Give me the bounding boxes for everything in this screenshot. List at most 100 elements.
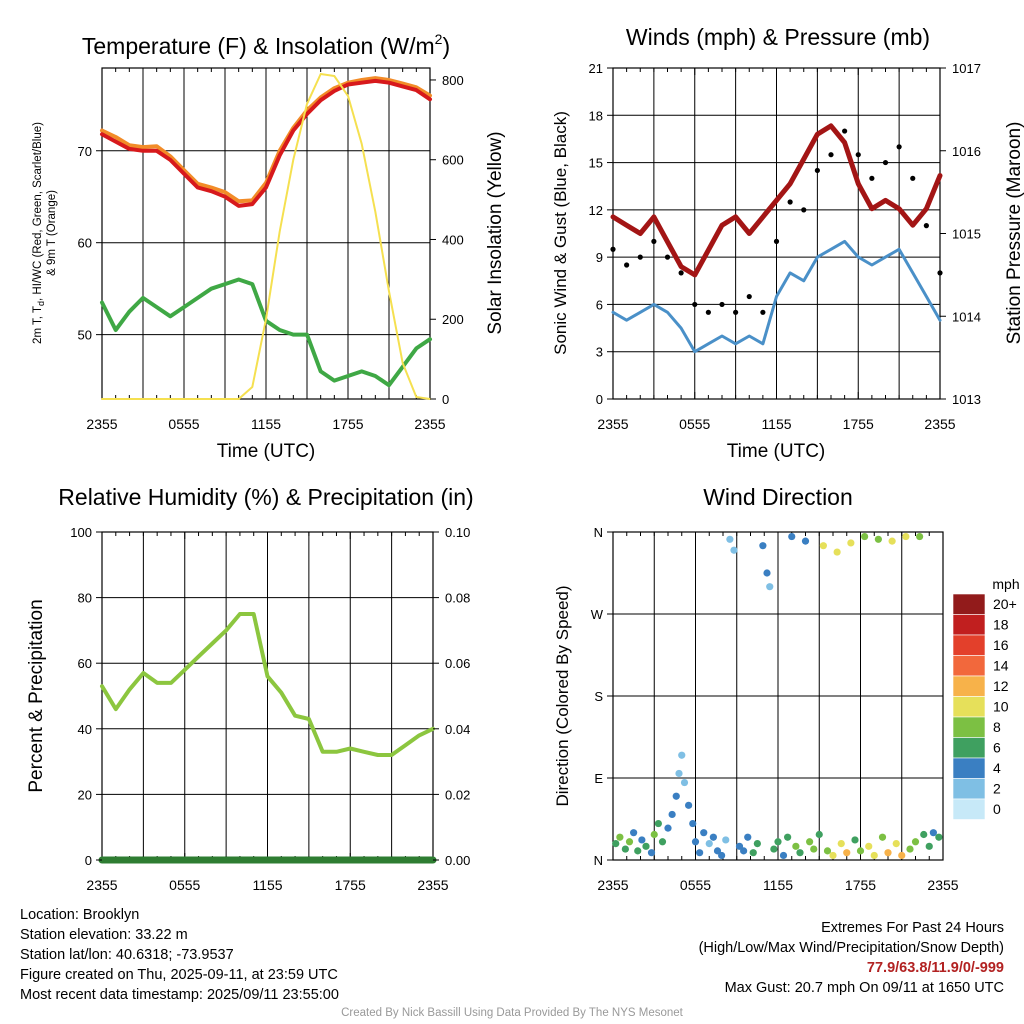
legend-title: mph (992, 576, 1019, 592)
y-tick-label: 18 (589, 108, 603, 123)
direction-point (722, 836, 730, 844)
legend-swatch (952, 675, 986, 697)
extremes-heading: Extremes For Past 24 Hours (821, 920, 1004, 936)
direction-point (920, 830, 928, 839)
legend-label: 2 (993, 781, 1001, 797)
legend-label: 4 (993, 760, 1001, 776)
direction-point (630, 829, 638, 837)
direction-point (884, 849, 892, 857)
y-tick-label: 21 (589, 61, 603, 76)
y-tick-label: 0.00 (445, 853, 470, 868)
direction-point (929, 829, 937, 837)
y-tick-label: 15 (589, 156, 603, 171)
gust-point (773, 238, 780, 244)
station-info: Location: Brooklyn Station elevation: 33… (20, 905, 339, 1005)
direction-point (847, 539, 855, 547)
gust-point (855, 152, 861, 158)
chart-title-main: Temperature (F) & Insolation (W/m (82, 33, 435, 59)
speed-legend: mph 20+ 18 16 14 12 10 8 6 4 2 0 (952, 576, 1020, 820)
y-tick-label: 60 (78, 656, 92, 671)
y-tick-label: 0 (596, 392, 603, 407)
series-wind-speed (611, 239, 942, 354)
legend-swatch (952, 593, 986, 615)
direction-point (788, 532, 796, 541)
x-axis-label: Time (UTC) (727, 441, 826, 462)
y-axis-label-left: Direction (Colored By Speed) (553, 585, 572, 806)
direction-point (735, 842, 744, 850)
direction-point (625, 838, 634, 846)
direction-point (888, 537, 896, 545)
y-tick-label: 12 (589, 203, 603, 218)
x-tick-label: 2355 (924, 416, 955, 432)
direction-point (718, 851, 726, 860)
legend-label: 16 (993, 637, 1009, 653)
y-axis-label-right: Solar Insolation (Yellow) (485, 131, 506, 334)
direction-point (696, 849, 704, 857)
direction-point (616, 833, 624, 841)
direction-point (796, 849, 804, 857)
direction-point (700, 829, 708, 837)
extremes-values: 77.9/63.8/11.9/0/-999 (866, 960, 1004, 976)
series-pressure (610, 123, 943, 278)
direction-point (678, 751, 686, 759)
latlon-text: Station lat/lon: 40.6318; -73.9537 (20, 947, 234, 963)
series-rh (100, 612, 435, 757)
legend-label: 14 (993, 658, 1009, 674)
x-tick-label: 2355 (927, 877, 958, 893)
gust-point (896, 144, 902, 150)
legend-label: 10 (993, 699, 1009, 715)
plot-frame (101, 67, 431, 400)
direction-point (865, 842, 873, 850)
y-axis-label-left-group: Percent & Precipitation (26, 599, 47, 792)
x-tick-label: 2355 (597, 416, 628, 432)
direction-point (784, 833, 792, 841)
legend-label: 0 (993, 801, 1001, 817)
y-label-subscript: d (36, 301, 46, 306)
y-tick-label: 1014 (952, 309, 981, 324)
y-tick-label: 80 (78, 591, 92, 606)
gust-point (651, 238, 657, 244)
legend-label: 18 (993, 617, 1009, 633)
direction-point (911, 838, 920, 846)
x-tick-label: 0555 (169, 877, 200, 893)
x-tick-label: 0555 (680, 877, 711, 893)
direction-point (680, 778, 689, 787)
x-tick-label: 2355 (417, 877, 448, 893)
y-tick-label: 9 (596, 250, 603, 265)
direction-point (916, 532, 924, 541)
extremes-panel: Extremes For Past 24 Hours (High/Low/Max… (699, 918, 1004, 998)
direction-point (935, 833, 943, 841)
direction-point (689, 819, 697, 828)
x-tick-label: 1755 (335, 877, 366, 893)
y-tick-label: S (594, 689, 603, 704)
y-tick-label: 1016 (952, 144, 981, 159)
series-temp-2m (100, 78, 432, 208)
legend-label: 20+ (993, 596, 1017, 612)
direction-point (621, 845, 629, 853)
direction-point (638, 836, 646, 844)
direction-point (823, 847, 832, 855)
y-tick-label: 3 (596, 345, 603, 360)
gust-point (814, 167, 820, 174)
extremes-subheading: (High/Low/Max Wind/Precipitation/Snow De… (698, 940, 1004, 956)
direction-point (892, 840, 900, 848)
y-tick-label: 0.06 (445, 656, 470, 671)
y-tick-label: 1015 (952, 227, 981, 242)
gust-point (910, 175, 916, 181)
x-tick-label: 1755 (332, 416, 363, 432)
y-tick-label: 0.04 (445, 722, 470, 737)
y-axis-label-line2: & 9m T (Orange) (46, 190, 58, 276)
direction-point (902, 532, 910, 541)
legend-label: 8 (993, 719, 1001, 735)
y-axis-label-line1: 2m T, Td, HI/WC (Red, Green, Scarlet/Blu… (32, 122, 46, 344)
x-tick-label: 2355 (86, 877, 117, 893)
gust-point (937, 270, 943, 276)
y-tick-label: 20 (78, 787, 92, 802)
x-tick-label: 2355 (86, 416, 117, 432)
direction-point (709, 833, 717, 841)
winds-chart: 2355 0555 1155 1755 2355 0 3 6 9 12 15 18 21 1013 1014… (551, 24, 1024, 462)
direction-point (815, 830, 823, 839)
legend-swatch (952, 737, 986, 759)
y-tick-label: 100 (70, 525, 92, 540)
gust-point (624, 262, 630, 268)
